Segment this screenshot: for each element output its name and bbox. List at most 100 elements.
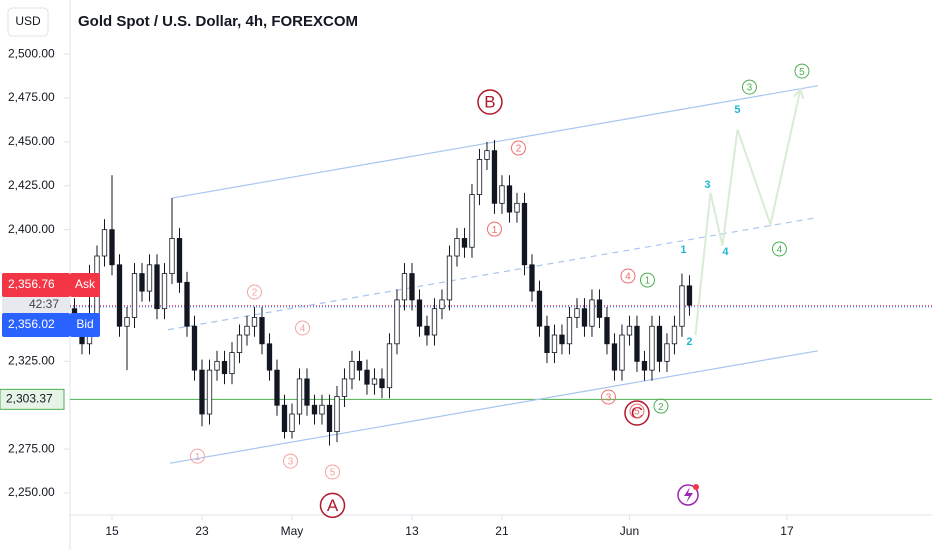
candle-body xyxy=(506,185,513,213)
candle-body xyxy=(409,273,415,301)
wave-label: 3 xyxy=(606,393,612,404)
candle-body xyxy=(649,325,655,371)
wave-circle xyxy=(510,140,526,156)
candle-body xyxy=(326,404,333,432)
candle-body xyxy=(349,360,355,380)
candle-body xyxy=(341,378,348,397)
ask-tag xyxy=(70,273,100,297)
alert-icon[interactable] xyxy=(677,484,699,506)
wave-label: A xyxy=(327,496,339,515)
trend-line xyxy=(694,88,802,336)
candle-body xyxy=(424,325,430,336)
wave-label: 1 xyxy=(492,225,498,236)
wave-circle xyxy=(771,241,787,257)
candle-body xyxy=(101,229,108,257)
candle-body xyxy=(379,378,385,389)
candle-body xyxy=(169,238,175,274)
candle-body xyxy=(199,369,205,415)
candle-body xyxy=(671,325,678,345)
bid-name: Bid xyxy=(76,317,93,331)
wave-circle xyxy=(486,221,502,237)
wave-circle xyxy=(189,448,205,464)
countdown-box xyxy=(2,297,70,313)
wave-label: 4 xyxy=(722,246,729,258)
trend-line xyxy=(169,350,819,464)
candle-body xyxy=(521,202,528,266)
candle-body xyxy=(559,334,565,345)
candle-body xyxy=(229,352,235,375)
x-tick-label: May xyxy=(281,524,304,538)
y-tick-label: 2,400.00 xyxy=(8,222,55,236)
candle-body xyxy=(581,308,588,327)
candle-body xyxy=(431,308,438,336)
candle-body xyxy=(289,413,295,432)
candle-body xyxy=(619,334,625,371)
candle-body xyxy=(266,343,273,371)
bid-tag xyxy=(70,313,100,337)
wave-label: B xyxy=(484,93,495,112)
candle-body xyxy=(146,264,153,292)
wave-circle xyxy=(629,403,645,419)
candle-body xyxy=(116,264,123,327)
candle-body xyxy=(596,299,603,318)
candle-body xyxy=(514,202,520,213)
wave-circle xyxy=(319,492,346,519)
candle-body xyxy=(394,299,400,345)
candle-body xyxy=(626,325,633,336)
candle-body xyxy=(236,334,243,353)
x-tick-label: Jun xyxy=(620,524,639,538)
ask-box xyxy=(2,273,70,297)
chart-title: Gold Spot / U.S. Dollar, 4h, FOREXCOM xyxy=(78,13,358,30)
candle-body xyxy=(364,369,370,385)
candle-body xyxy=(454,238,460,257)
currency-box[interactable] xyxy=(7,7,49,37)
ask-price: 2,356.76 xyxy=(8,277,55,291)
wave-label: 3 xyxy=(704,179,710,191)
bid-price: 2,356.02 xyxy=(8,317,55,331)
candle-body xyxy=(139,273,145,292)
y-tick-label: 2,500.00 xyxy=(8,46,55,60)
wave-label: 1 xyxy=(645,276,651,287)
candle-body xyxy=(161,273,168,310)
candle-body xyxy=(536,290,543,327)
y-tick-label: 2,475.00 xyxy=(8,90,55,104)
currency: USD xyxy=(15,14,41,28)
candle-body xyxy=(371,378,378,385)
countdown: 42:37 xyxy=(29,297,59,311)
candle-body xyxy=(544,325,550,353)
candle-body xyxy=(634,325,640,362)
candle-body xyxy=(401,273,408,301)
wave-label: 4 xyxy=(625,272,631,283)
wave-circle xyxy=(246,284,262,300)
y-tick-label: 2,275.00 xyxy=(8,441,55,455)
wave-circle xyxy=(477,89,503,115)
candle-body xyxy=(319,404,325,415)
wave-label: 4 xyxy=(300,324,306,335)
wave-circle xyxy=(324,464,340,480)
candle-body xyxy=(484,150,490,160)
wave-label: 5 xyxy=(330,468,336,479)
wave-circle xyxy=(600,389,616,405)
wave-label: 5 xyxy=(799,67,805,78)
candle-body xyxy=(304,378,310,406)
wave-label: 2 xyxy=(516,144,522,155)
candle-body xyxy=(221,360,228,375)
x-tick-label: 17 xyxy=(780,524,794,538)
wave-label: 3 xyxy=(288,457,294,468)
candle-body xyxy=(206,369,213,415)
wave-label: 2 xyxy=(252,288,258,299)
candle-body xyxy=(469,194,475,248)
candle-body xyxy=(566,317,573,345)
candle-body xyxy=(529,264,535,292)
candle-body xyxy=(664,343,670,362)
x-tick-label: 15 xyxy=(105,524,119,538)
trend-line xyxy=(171,85,819,199)
candle-body xyxy=(589,299,595,327)
candle-body xyxy=(281,404,288,432)
candle-body xyxy=(686,285,693,306)
candle-body xyxy=(311,404,318,415)
candle-body xyxy=(296,378,303,415)
wave-label: 1 xyxy=(195,452,201,463)
wave-label: 2 xyxy=(658,402,664,413)
wave-label: 5 xyxy=(734,104,740,116)
